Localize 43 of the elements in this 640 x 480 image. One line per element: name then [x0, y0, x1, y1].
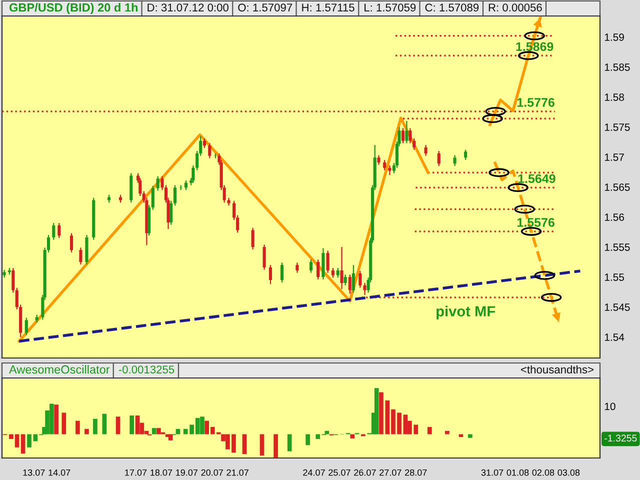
text: C: 1.57089 [425, 4, 479, 12]
text: O: 1.57097 [238, 4, 292, 12]
x-tick-label: 31.07 [481, 469, 504, 476]
x-tick-label: 24.07 [303, 469, 325, 476]
text: -0.0013255 [118, 366, 174, 374]
y-tick-label: 1.565 [604, 184, 630, 191]
x-tick-label: 26.07 [354, 469, 376, 476]
x-tick-label: 21.07 [226, 469, 248, 476]
x-tick-label: 14.07 [48, 469, 70, 476]
annotation: 1.5649 [518, 174, 556, 184]
y-tick-label: 1.585 [604, 64, 630, 71]
x-tick-label: 17.07 [125, 469, 147, 476]
x-tick-label: 25.07 [328, 469, 350, 476]
x-tick-label: 01.08 [506, 469, 529, 476]
x-tick-label: 28.07 [405, 469, 427, 476]
text: <thousandths> [521, 365, 594, 374]
chart-title: GBP/USD (BID) 20 d 1h [9, 3, 138, 14]
x-tick-label: 27.07 [380, 469, 402, 476]
y-tick-label: 1.575 [604, 124, 630, 131]
y-tick-label: -1.3255 [604, 434, 637, 442]
y-tick-label: 1.545 [604, 304, 630, 311]
text: H: 1.57115 [302, 4, 354, 12]
y-tick-label: 1.54 [604, 334, 624, 341]
y-tick-label: 1.57 [604, 154, 624, 161]
y-tick-label: 1.555 [604, 244, 630, 251]
x-tick-label: 02.08 [532, 469, 554, 476]
chart-title: AwesomeOscillator [9, 364, 110, 374]
y-tick-label: 10 [604, 402, 616, 410]
x-tick-label: 19.07 [176, 469, 198, 476]
y-tick-label: 1.59 [604, 34, 624, 41]
annotation: pivot MF [436, 306, 496, 320]
y-tick-label: 1.58 [604, 94, 624, 101]
x-tick-label: 03.08 [558, 469, 580, 476]
y-tick-label: 1.56 [604, 214, 624, 221]
text: D: 31.07.12 0:00 [148, 4, 228, 12]
x-tick-label: 18.07 [150, 469, 172, 476]
y-tick-label: 1.55 [604, 274, 624, 281]
text: L: 1.57059 [364, 4, 416, 12]
annotation: 1.5576 [517, 218, 554, 227]
annotation: 1.5776 [517, 98, 554, 107]
x-tick-label: 13.07 [23, 469, 45, 476]
text: R: 0.00056 [488, 4, 542, 12]
x-tick-label: 20.07 [201, 469, 223, 476]
